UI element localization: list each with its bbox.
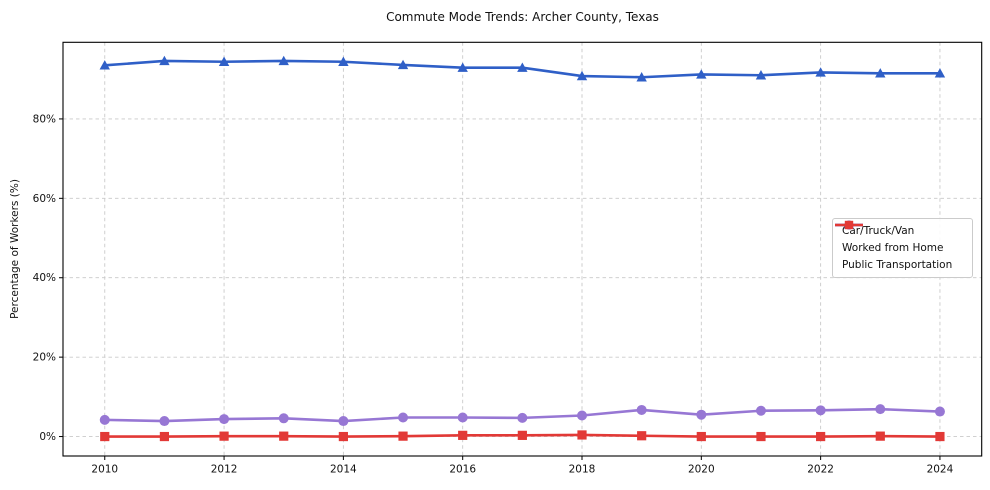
svg-text:2010: 2010 xyxy=(91,464,118,476)
square-marker-line-icon xyxy=(835,220,863,230)
legend-label-car-truck-van: Car/Truck/Van xyxy=(842,225,915,237)
svg-text:2018: 2018 xyxy=(569,464,596,476)
gridlines xyxy=(63,42,982,456)
legend-label-public-transportation: Public Transportation xyxy=(842,259,953,271)
svg-text:2014: 2014 xyxy=(330,464,357,476)
legend-item-public-transportation: Public Transportation xyxy=(835,220,964,271)
axis-tick-labels: 2010 2012 2014 2016 2018 2020 2022 2024 0% 20% 40%… xyxy=(33,113,954,475)
svg-text:2022: 2022 xyxy=(807,464,834,476)
legend-item-worked-from-home: Worked from Home xyxy=(835,220,964,254)
svg-text:40%: 40% xyxy=(33,272,56,284)
chart-title: Commute Mode Trends: Archer County, Texa… xyxy=(386,10,659,24)
svg-text:60%: 60% xyxy=(33,193,56,205)
svg-text:2024: 2024 xyxy=(927,464,954,476)
svg-text:2016: 2016 xyxy=(449,464,476,476)
data-series xyxy=(99,55,946,442)
svg-text:80%: 80% xyxy=(33,113,56,125)
axis-ticks xyxy=(59,118,941,460)
svg-text:2020: 2020 xyxy=(688,464,715,476)
svg-text:0%: 0% xyxy=(39,431,56,443)
legend: Car/Truck/Van Worked from Home Public Tr… xyxy=(832,218,973,278)
axes-spines xyxy=(62,41,983,457)
svg-text:20%: 20% xyxy=(33,352,56,364)
legend-label-worked-from-home: Worked from Home xyxy=(842,242,944,254)
svg-text:2012: 2012 xyxy=(211,464,238,476)
